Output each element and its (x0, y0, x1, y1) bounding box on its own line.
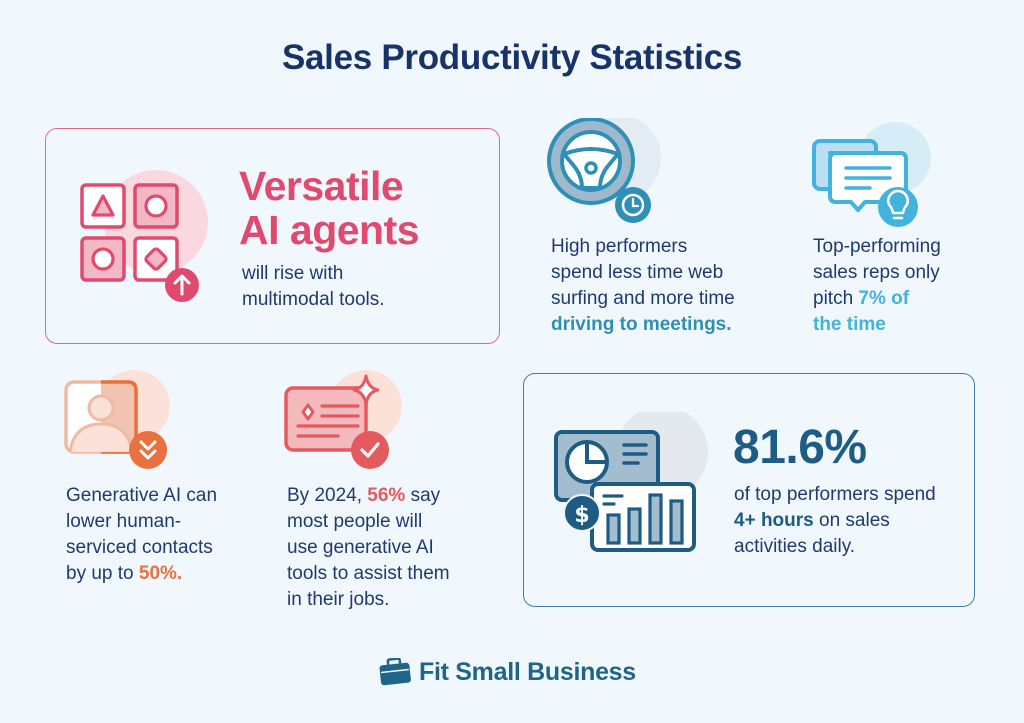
brand-name: Fit Small Business (419, 657, 636, 686)
body-line: pitch 7% of (813, 286, 941, 312)
pitch-stat-text: Top-performing sales reps only pitch 7% … (813, 234, 941, 338)
hours-highlight: 4+ hours (734, 510, 814, 531)
brand-logo: Fit Small Business (378, 657, 636, 687)
body-line: sales reps only (813, 262, 940, 283)
body-line: activities daily. (734, 536, 856, 557)
page-title: Sales Productivity Statistics (281, 38, 743, 77)
body-line: will rise with (242, 263, 344, 284)
ai-agents-body: will rise with multimodal tools. (242, 261, 385, 313)
dashboard-charts-dollar-icon: $ (552, 412, 712, 562)
ai-agents-card (45, 128, 500, 344)
driving-stat-text: High performers spend less time web surf… (551, 234, 735, 338)
body-line: use generative AI (287, 537, 434, 558)
body-line: spend less time web (551, 262, 724, 283)
body-line: tools to assist them (287, 563, 450, 584)
body-line: serviced contacts (66, 537, 213, 558)
briefcase-icon (378, 658, 412, 686)
steering-wheel-clock-icon (544, 118, 664, 228)
ai-agents-headline: Versatile AI agents (239, 163, 420, 253)
body-line: multimodal tools. (242, 289, 385, 310)
body-line: in their jobs. (287, 589, 390, 610)
body-line: Top-performing (813, 236, 941, 257)
hours-suffix: on sales (813, 510, 890, 531)
body-line: 4+ hours on sales (734, 508, 936, 534)
person-down-arrows-icon (62, 368, 182, 473)
body-line: by up to 50%. (66, 561, 217, 587)
human-contacts-stat-text: Generative AI can lower human- serviced … (66, 483, 217, 587)
pitch-highlight: 7% of (858, 288, 910, 309)
headline-line: Versatile (239, 163, 404, 209)
gen-ai-highlight: 56% (367, 485, 406, 506)
gen-ai-tools-stat-text: By 2024, 56% say most people will use ge… (287, 483, 450, 613)
shapes-grid-up-arrow-icon (78, 165, 218, 305)
body-line: surfing and more time (551, 288, 735, 309)
sales-hours-big-number: 81.6% (733, 421, 867, 474)
pitch-highlight: the time (813, 314, 886, 335)
body-line: of top performers spend (734, 484, 936, 505)
driving-highlight: driving to meetings. (551, 314, 732, 335)
svg-text:$: $ (574, 503, 589, 528)
body-line: By 2024, 56% say (287, 483, 450, 509)
body-line: Generative AI can (66, 485, 218, 506)
headline-line: AI agents (239, 207, 420, 253)
sales-hours-stat-text: of top performers spend 4+ hours on sale… (734, 482, 936, 560)
gen-ai-prefix: By 2024, (287, 485, 368, 506)
gen-ai-suffix: say (405, 485, 441, 506)
pitch-prefix: pitch (813, 288, 859, 309)
contacts-highlight: 50%. (138, 563, 183, 584)
chat-bubbles-lightbulb-icon (808, 120, 938, 230)
body-line: High performers (551, 236, 688, 257)
body-line: lower human- (66, 511, 182, 532)
document-sparkle-check-icon (282, 368, 412, 473)
contacts-prefix: by up to (66, 563, 139, 584)
body-line: most people will (287, 511, 423, 532)
sales-hours-card (523, 373, 975, 607)
